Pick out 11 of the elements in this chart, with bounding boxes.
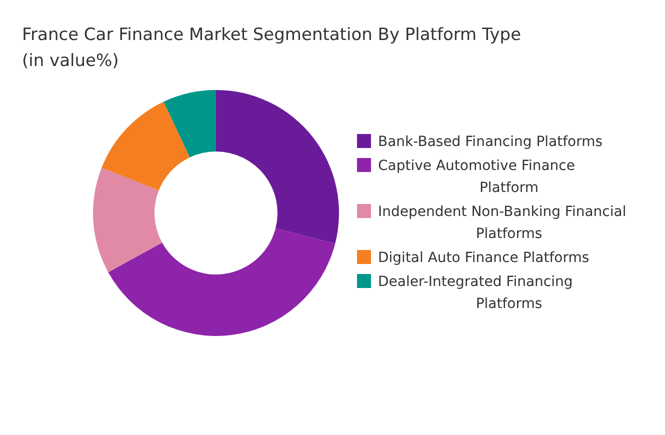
legend-label: Bank-Based Financing Platforms xyxy=(378,134,603,150)
donut-slice xyxy=(216,90,339,244)
donut-slice xyxy=(102,102,190,190)
donut-slice xyxy=(108,228,336,336)
donut-slice xyxy=(93,168,162,272)
legend-label: Digital Auto Finance Platforms xyxy=(378,250,590,266)
legend-label: Dealer-Integrated Financing Platforms xyxy=(378,274,573,312)
legend-label: Independent Non-Banking Financial Platforms xyxy=(378,204,626,242)
legend-label: Captive Automotive Finance Platform xyxy=(378,158,575,196)
chart-title: France Car Finance Market Segmentation By Platform Type (in value%) xyxy=(22,25,522,71)
donut-slice xyxy=(164,90,216,158)
